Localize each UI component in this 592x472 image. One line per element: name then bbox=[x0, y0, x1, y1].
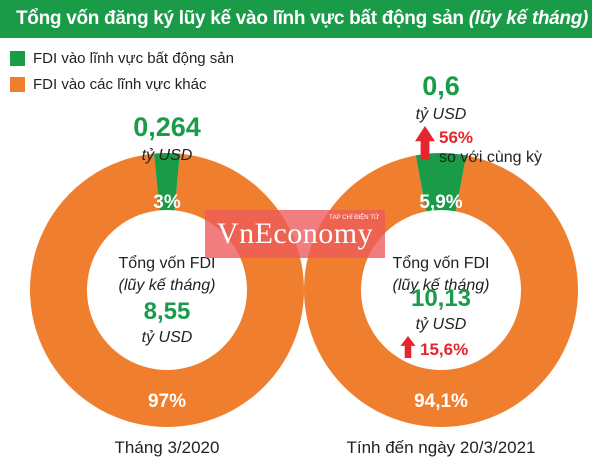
top-unit: tỷ USD bbox=[416, 106, 467, 123]
watermark-small-text: TẠP CHÍ ĐIỆN TỬ bbox=[329, 215, 379, 221]
growth-value: 56% bbox=[439, 128, 473, 147]
center-growth-up-arrow-icon bbox=[400, 336, 416, 358]
watermark-text: VnEconomy bbox=[216, 217, 374, 250]
chart-title: Tổng vốn đăng ký lũy kế vào lĩnh vực bất… bbox=[0, 0, 592, 38]
center-title: Tổng vốn FDI bbox=[119, 254, 216, 272]
slice-label-other-sectors: 94,1% bbox=[414, 391, 468, 412]
slice-label-real-estate: 5,9% bbox=[419, 192, 462, 213]
slice-real-estate bbox=[415, 153, 467, 212]
legend-label: FDI vào các lĩnh vực khác bbox=[33, 75, 207, 93]
center-value: 10,13 bbox=[411, 285, 471, 312]
legend-item-other: FDI vào các lĩnh vực khác bbox=[10, 71, 234, 97]
chart-caption: Tính đến ngày 20/3/2021 bbox=[346, 438, 535, 457]
top-value: 0,6 bbox=[422, 71, 460, 101]
top-value: 0,264 bbox=[133, 112, 201, 142]
vneconomy-watermark: TẠP CHÍ ĐIỆN TỬ VnEconomy bbox=[205, 210, 385, 258]
chart-title-sub: (lũy kế tháng) bbox=[468, 8, 589, 29]
center-growth-value: 15,6% bbox=[420, 340, 468, 359]
slice-label-real-estate: 3% bbox=[153, 192, 181, 213]
center-title: Tổng vốn FDI bbox=[393, 254, 490, 272]
chart-title-main: Tổng vốn đăng ký lũy kế vào lĩnh vực bất… bbox=[16, 8, 464, 29]
legend-label: FDI vào lĩnh vực bất động sản bbox=[33, 49, 234, 67]
legend: FDI vào lĩnh vực bất động sản FDI vào cá… bbox=[10, 45, 234, 97]
chart-caption: Tháng 3/2020 bbox=[115, 438, 220, 457]
center-unit: tỷ USD bbox=[416, 316, 467, 333]
growth-note: so với cùng kỳ bbox=[439, 149, 542, 166]
slice-label-other-sectors: 97% bbox=[148, 391, 186, 412]
center-subtitle: (lũy kế tháng) bbox=[119, 277, 216, 294]
center-subtitle: (lũy kế tháng) bbox=[393, 277, 490, 294]
center-value: 8,55 bbox=[144, 298, 191, 325]
legend-swatch-orange bbox=[10, 76, 25, 92]
top-unit: tỷ USD bbox=[142, 147, 193, 164]
legend-item-real-estate: FDI vào lĩnh vực bất động sản bbox=[10, 45, 234, 71]
growth-up-arrow-icon bbox=[415, 126, 435, 160]
slice-real-estate bbox=[154, 153, 180, 211]
center-unit: tỷ USD bbox=[142, 329, 193, 346]
legend-swatch-green bbox=[10, 50, 25, 66]
